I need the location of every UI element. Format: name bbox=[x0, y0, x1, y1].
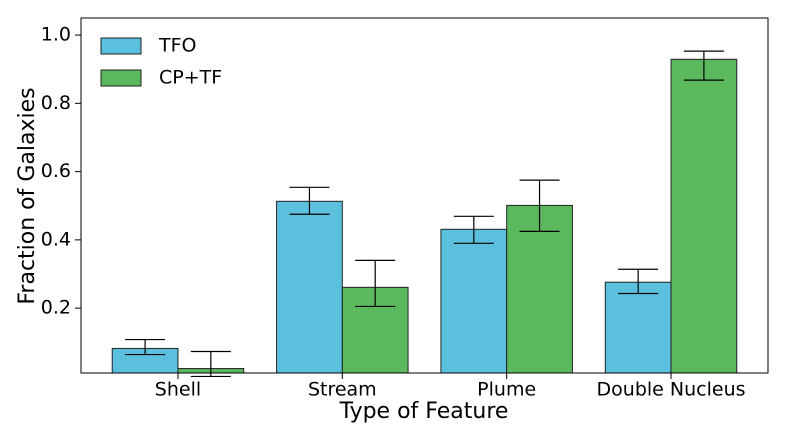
bar bbox=[670, 58, 738, 374]
x-tick-label: Plume bbox=[477, 379, 536, 401]
x-tick-label: Double Nucleus bbox=[597, 379, 746, 401]
legend-label: CP+TF bbox=[159, 67, 222, 89]
legend-swatch bbox=[100, 37, 142, 55]
bar bbox=[276, 200, 343, 374]
legend-swatch bbox=[100, 69, 142, 87]
x-tick-label: Shell bbox=[155, 379, 201, 401]
y-axis-label: Fraction of Galaxies bbox=[15, 87, 40, 304]
y-tick-label: 0.2 bbox=[41, 297, 71, 319]
plot-frame bbox=[80, 17, 769, 374]
y-tick-label: 1.0 bbox=[41, 24, 71, 46]
bar bbox=[506, 204, 573, 374]
y-tick-label: 0.8 bbox=[41, 92, 71, 114]
y-tick-label: 0.6 bbox=[41, 160, 71, 182]
x-tick-label: Stream bbox=[308, 379, 377, 401]
x-axis-label: Type of Feature bbox=[339, 399, 509, 424]
bar bbox=[440, 228, 508, 374]
y-tick-label: 0.4 bbox=[41, 228, 71, 250]
legend-label: TFO bbox=[158, 35, 197, 57]
bar bbox=[604, 281, 672, 374]
